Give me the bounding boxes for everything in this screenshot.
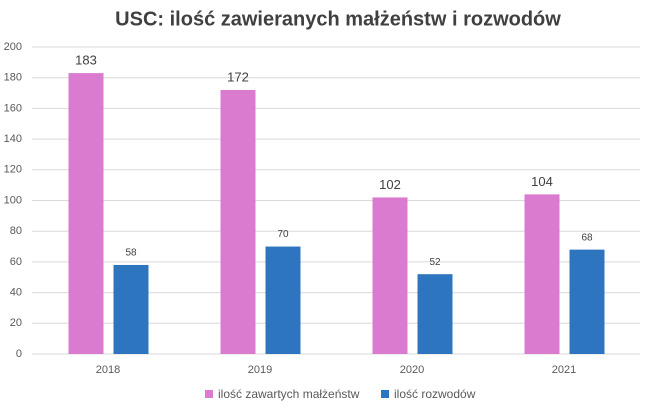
- x-tick-label: 2020: [400, 364, 424, 376]
- bar: [372, 197, 408, 354]
- x-tick-label: 2019: [248, 364, 272, 376]
- legend-label: ilość zawartych małżeństw: [218, 387, 360, 401]
- y-tick-label: 80: [10, 225, 22, 237]
- bar: [265, 246, 301, 354]
- bar: [68, 73, 104, 354]
- y-tick-label: 60: [10, 256, 22, 268]
- y-tick-label: 180: [4, 72, 22, 84]
- y-tick-label: 20: [10, 317, 22, 329]
- y-tick-label: 0: [16, 348, 22, 360]
- legend-swatch: [381, 390, 389, 398]
- y-tick-label: 160: [4, 102, 22, 114]
- data-label: 102: [379, 177, 401, 192]
- bar: [569, 249, 605, 354]
- bar: [113, 264, 149, 354]
- y-tick-label: 40: [10, 287, 22, 299]
- chart-title: USC: ilość zawieranych małżeństw i rozwo…: [115, 8, 561, 30]
- data-label: 52: [429, 257, 441, 268]
- data-label: 183: [75, 53, 97, 68]
- data-label: 68: [581, 232, 593, 243]
- x-tick-label: 2018: [96, 364, 120, 376]
- data-label: 70: [277, 229, 289, 240]
- y-tick-label: 100: [4, 194, 22, 206]
- bar: [417, 274, 453, 354]
- data-label: 172: [227, 69, 249, 84]
- y-tick-label: 200: [4, 41, 22, 53]
- data-label: 58: [125, 248, 137, 259]
- x-tick-label: 2021: [552, 364, 576, 376]
- bar: [220, 89, 256, 354]
- bar: [524, 194, 560, 354]
- y-tick-label: 120: [4, 164, 22, 176]
- y-tick-label: 140: [4, 133, 22, 145]
- legend-swatch: [205, 390, 213, 398]
- data-label: 104: [531, 174, 553, 189]
- legend-label: ilość rozwodów: [394, 387, 476, 401]
